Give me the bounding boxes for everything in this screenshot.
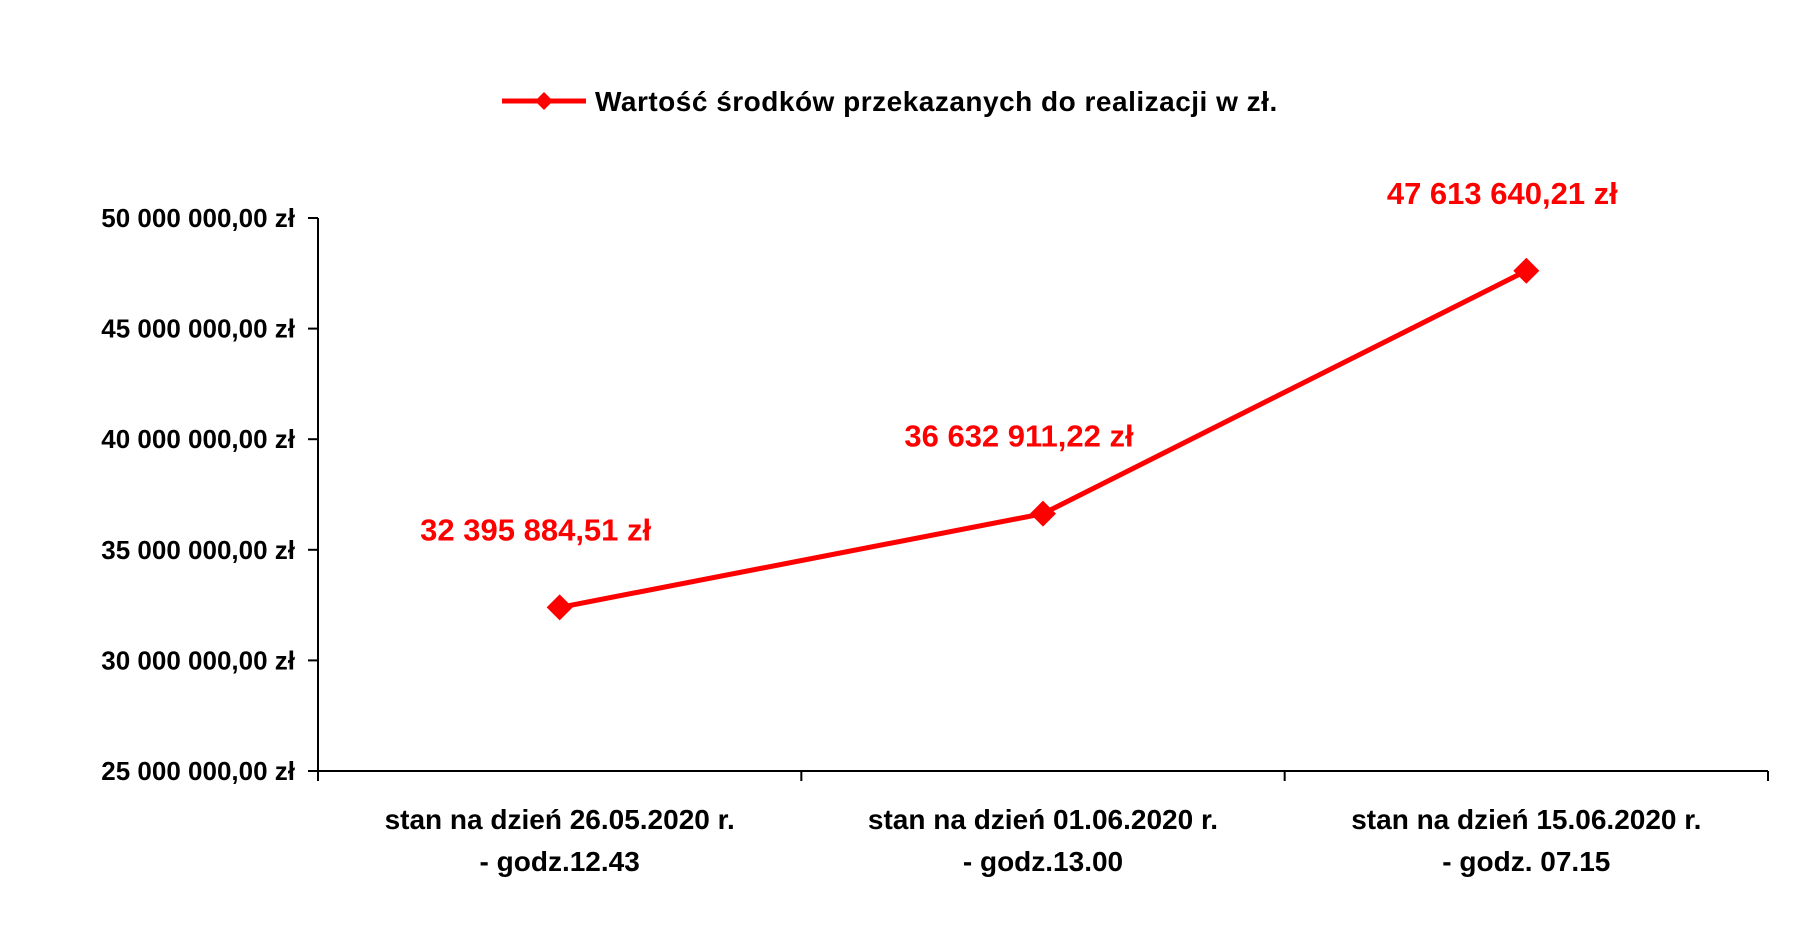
x-tick-label: - godz. 07.15 (1442, 846, 1610, 877)
x-axis-ticks: stan na dzień 26.05.2020 r. - godz.12.43 s… (317, 771, 1769, 877)
y-tick-label: 25 000 000,00 zł (101, 756, 295, 786)
legend-label: Wartość środków przekazanych do realizac… (595, 86, 1278, 117)
data-labels: 32 395 884,51 zł 36 632 911,22 zł 47 613 6… (420, 176, 1618, 548)
data-point-marker (1513, 257, 1540, 284)
x-tick-label: stan na dzień 15.06.2020 r. (1351, 804, 1701, 835)
y-tick-label: 30 000 000,00 zł (101, 645, 295, 675)
x-tick-label: stan na dzień 01.06.2020 r. (868, 804, 1218, 835)
y-tick-label: 50 000 000,00 zł (101, 203, 295, 233)
legend-diamond-icon (535, 92, 553, 110)
y-tick-label: 45 000 000,00 zł (101, 314, 295, 344)
axes (317, 218, 1768, 772)
y-axis-ticks: 25 000 000,00 zł 30 000 000,00 zł 35 000 0… (101, 203, 318, 786)
data-point-marker (1030, 500, 1056, 527)
legend: Wartość środków przekazanych do realizac… (502, 86, 1278, 117)
y-tick-label: 40 000 000,00 zł (101, 424, 295, 454)
x-tick-label: stan na dzień 26.05.2020 r. (385, 804, 735, 835)
data-label: 47 613 640,21 zł (1387, 176, 1618, 211)
data-label: 36 632 911,22 zł (904, 419, 1134, 454)
y-tick-label: 35 000 000,00 zł (101, 535, 295, 565)
data-label: 32 395 884,51 zł (420, 512, 651, 547)
data-point-marker (546, 594, 573, 621)
x-tick-label: - godz.12.43 (480, 846, 640, 877)
x-tick-label: - godz.13.00 (963, 846, 1123, 877)
series-line (546, 257, 1540, 621)
